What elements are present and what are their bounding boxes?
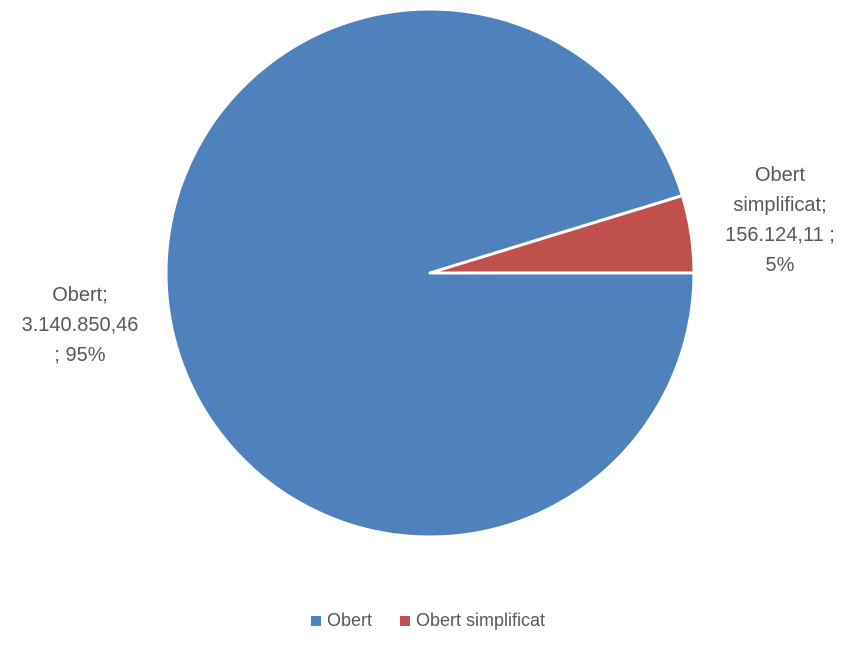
data-label-obert-line-2: 3.140.850,46	[21, 314, 139, 336]
legend-item-obert-simplificat: Obert simplificat	[399, 610, 546, 631]
data-label-obert-simplificat-line-2: simplificat;	[733, 194, 827, 216]
data-label-obert-line-3: ; 95%	[54, 344, 106, 366]
pie-slices	[164, 7, 696, 539]
chart-legend: Obert Obert simplificat	[0, 610, 856, 631]
pie-slice-obert-simplificat	[428, 194, 696, 275]
legend-swatch-obert	[310, 615, 321, 626]
data-label-obert-simplificat-line-4: 5%	[765, 254, 795, 276]
data-label-obert-simplificat-line-1: Obert	[754, 164, 806, 186]
data-label-obert-simplificat-line-3: 156.124,11 ;	[725, 224, 835, 246]
data-label-obert-line-1: Obert;	[52, 284, 108, 306]
legend-swatch-obert-simplificat	[399, 615, 410, 626]
data-label-obert-simplificat: Obert simplificat; 156.124,11 ; 5%	[705, 160, 855, 280]
legend-label-obert-simplificat: Obert simplificat	[415, 610, 546, 630]
legend-item-obert: Obert	[310, 610, 372, 631]
data-label-obert: Obert; 3.140.850,46 ; 95%	[0, 280, 160, 370]
legend-label-obert: Obert	[326, 610, 372, 630]
